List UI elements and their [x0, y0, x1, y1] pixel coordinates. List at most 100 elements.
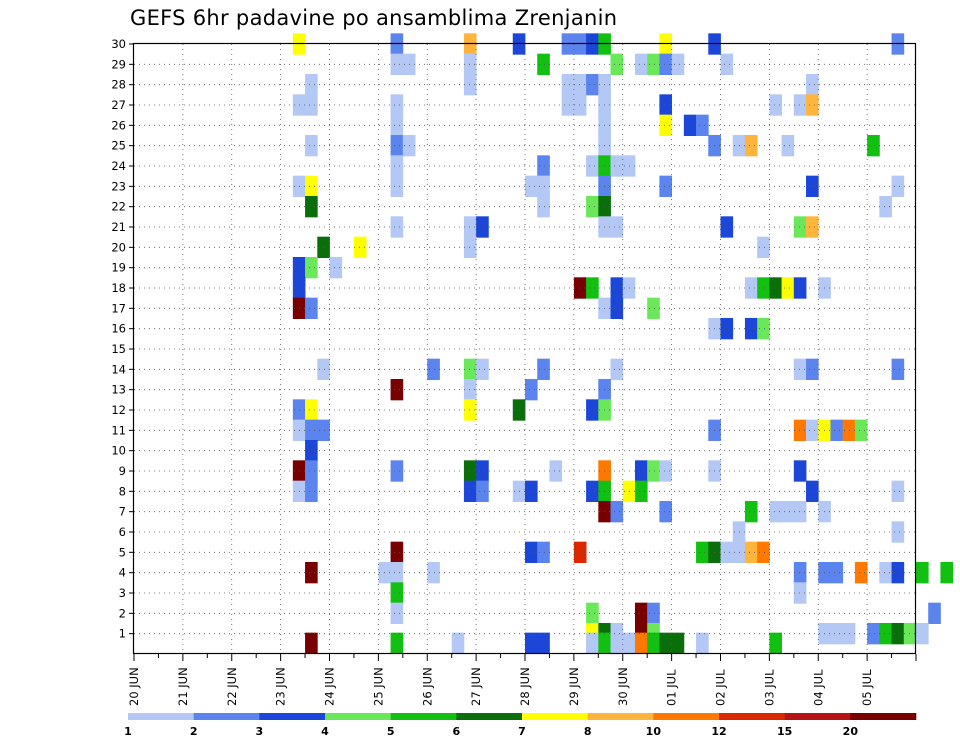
heatmap-cell	[671, 53, 685, 76]
heatmap-cell	[427, 358, 440, 381]
heatmap-cell	[793, 94, 807, 116]
y-tick-label: 23	[111, 179, 126, 193]
heatmap-cell	[586, 195, 599, 218]
heatmap-cell	[879, 561, 892, 584]
heatmap-cell	[305, 195, 318, 218]
heatmap-cell	[305, 561, 318, 584]
y-tick-label: 14	[111, 362, 126, 376]
heatmap-cell	[573, 277, 587, 299]
heatmap-cell	[757, 236, 770, 259]
heatmap-cell	[317, 358, 330, 381]
heatmap-cell	[793, 500, 807, 523]
y-tick-label: 26	[111, 118, 126, 132]
heatmap-cell	[793, 216, 807, 238]
legend-label: 4	[321, 725, 329, 738]
heatmap-cell	[744, 277, 758, 299]
legend-swatch	[259, 713, 326, 720]
heatmap-cell	[610, 53, 624, 76]
heatmap-cell	[586, 155, 599, 177]
y-tick-label: 25	[111, 139, 126, 153]
legend-swatch	[587, 713, 654, 720]
heatmap-cell	[769, 632, 782, 654]
heatmap-cell	[463, 358, 477, 381]
heatmap-cell	[781, 500, 795, 523]
heatmap-cell	[390, 114, 404, 137]
heatmap-cell	[463, 480, 477, 503]
heatmap-cell	[830, 561, 844, 584]
heatmap-cell	[586, 602, 599, 625]
heatmap-cell	[806, 419, 819, 442]
heatmap-cell	[305, 460, 318, 482]
heatmap-cell	[305, 256, 318, 279]
legend-swatch	[850, 713, 917, 720]
heatmap-cell	[537, 175, 550, 198]
y-tick-label: 16	[111, 322, 126, 336]
x-tick-label: 28 JUN	[518, 667, 532, 706]
heatmap-cell	[891, 521, 905, 543]
x-tick-label: 01 JUL	[665, 669, 679, 706]
legend-label: 1	[124, 725, 132, 738]
y-tick-label: 20	[111, 240, 126, 254]
heatmap-cell	[854, 419, 868, 442]
legend-label: 7	[518, 725, 526, 738]
heatmap-cell	[659, 500, 673, 523]
heatmap-cell	[390, 94, 404, 116]
y-tick-label: 24	[111, 159, 126, 173]
heatmap-cell	[390, 134, 404, 157]
legend-label: 2	[190, 725, 198, 738]
heatmap-cell	[305, 419, 318, 442]
heatmap-cell	[891, 480, 905, 503]
y-tick-label: 4	[119, 566, 126, 580]
heatmap-cell	[476, 480, 489, 503]
heatmap-cell	[463, 460, 477, 482]
heatmap-cell	[305, 94, 318, 116]
heatmap-cell	[476, 460, 489, 482]
heatmap-cell	[940, 561, 954, 584]
heatmap-cell	[586, 632, 599, 654]
heatmap-cell	[891, 561, 905, 584]
heatmap-cell	[659, 53, 673, 76]
heatmap-cell	[806, 358, 819, 381]
heatmap-cell	[806, 94, 819, 116]
heatmap-cell	[390, 632, 404, 654]
x-tick-label: 21 JUN	[176, 667, 190, 706]
heatmap-cell	[659, 114, 673, 137]
legend-swatch	[653, 713, 720, 720]
y-tick-label: 1	[119, 627, 126, 641]
heatmap-cell	[781, 277, 795, 299]
heatmap-cell	[659, 632, 673, 654]
heatmap-cell	[696, 114, 709, 137]
y-tick-label: 10	[111, 444, 126, 458]
legend-swatch	[325, 713, 391, 720]
heatmap-cell	[586, 480, 599, 503]
x-axis: 20 JUN 21 JUN 22 JUN 23 JUN 24 JUN 25 JUN 26 J…	[127, 654, 917, 706]
heatmap-cell	[647, 632, 660, 654]
heatmap-cell	[916, 622, 929, 645]
heatmap-cell	[696, 541, 709, 564]
heatmap-cell	[390, 378, 404, 401]
heatmap-cell	[683, 114, 697, 137]
heatmap-cell	[317, 419, 330, 442]
heatmap-cell	[781, 134, 795, 157]
heatmap-cell	[867, 622, 880, 645]
legend-label: 6	[453, 725, 461, 738]
heatmap-cell	[647, 297, 660, 320]
heatmap-cell	[928, 602, 941, 625]
heatmap-cell	[634, 602, 648, 625]
heatmap-cell	[463, 236, 477, 259]
heatmap-cell	[806, 175, 819, 198]
heatmap-cell	[720, 53, 734, 76]
y-tick-label: 3	[119, 586, 126, 600]
heatmap-cell	[830, 419, 844, 442]
x-tick-label: 24 JUN	[323, 667, 337, 706]
legend-swatch	[390, 713, 457, 720]
heatmap-cell	[793, 358, 807, 381]
heatmap-cell	[305, 399, 318, 421]
heatmap-cell	[610, 500, 624, 523]
x-tick-label: 03 JUL	[762, 669, 776, 706]
heatmap-cell	[537, 358, 550, 381]
x-tick-label: 04 JUL	[811, 669, 825, 706]
chart-title: GEFS 6hr padavine po ansamblima Zrenjani…	[130, 6, 618, 30]
heatmap-cell	[353, 236, 367, 259]
y-tick-label: 21	[111, 220, 126, 234]
